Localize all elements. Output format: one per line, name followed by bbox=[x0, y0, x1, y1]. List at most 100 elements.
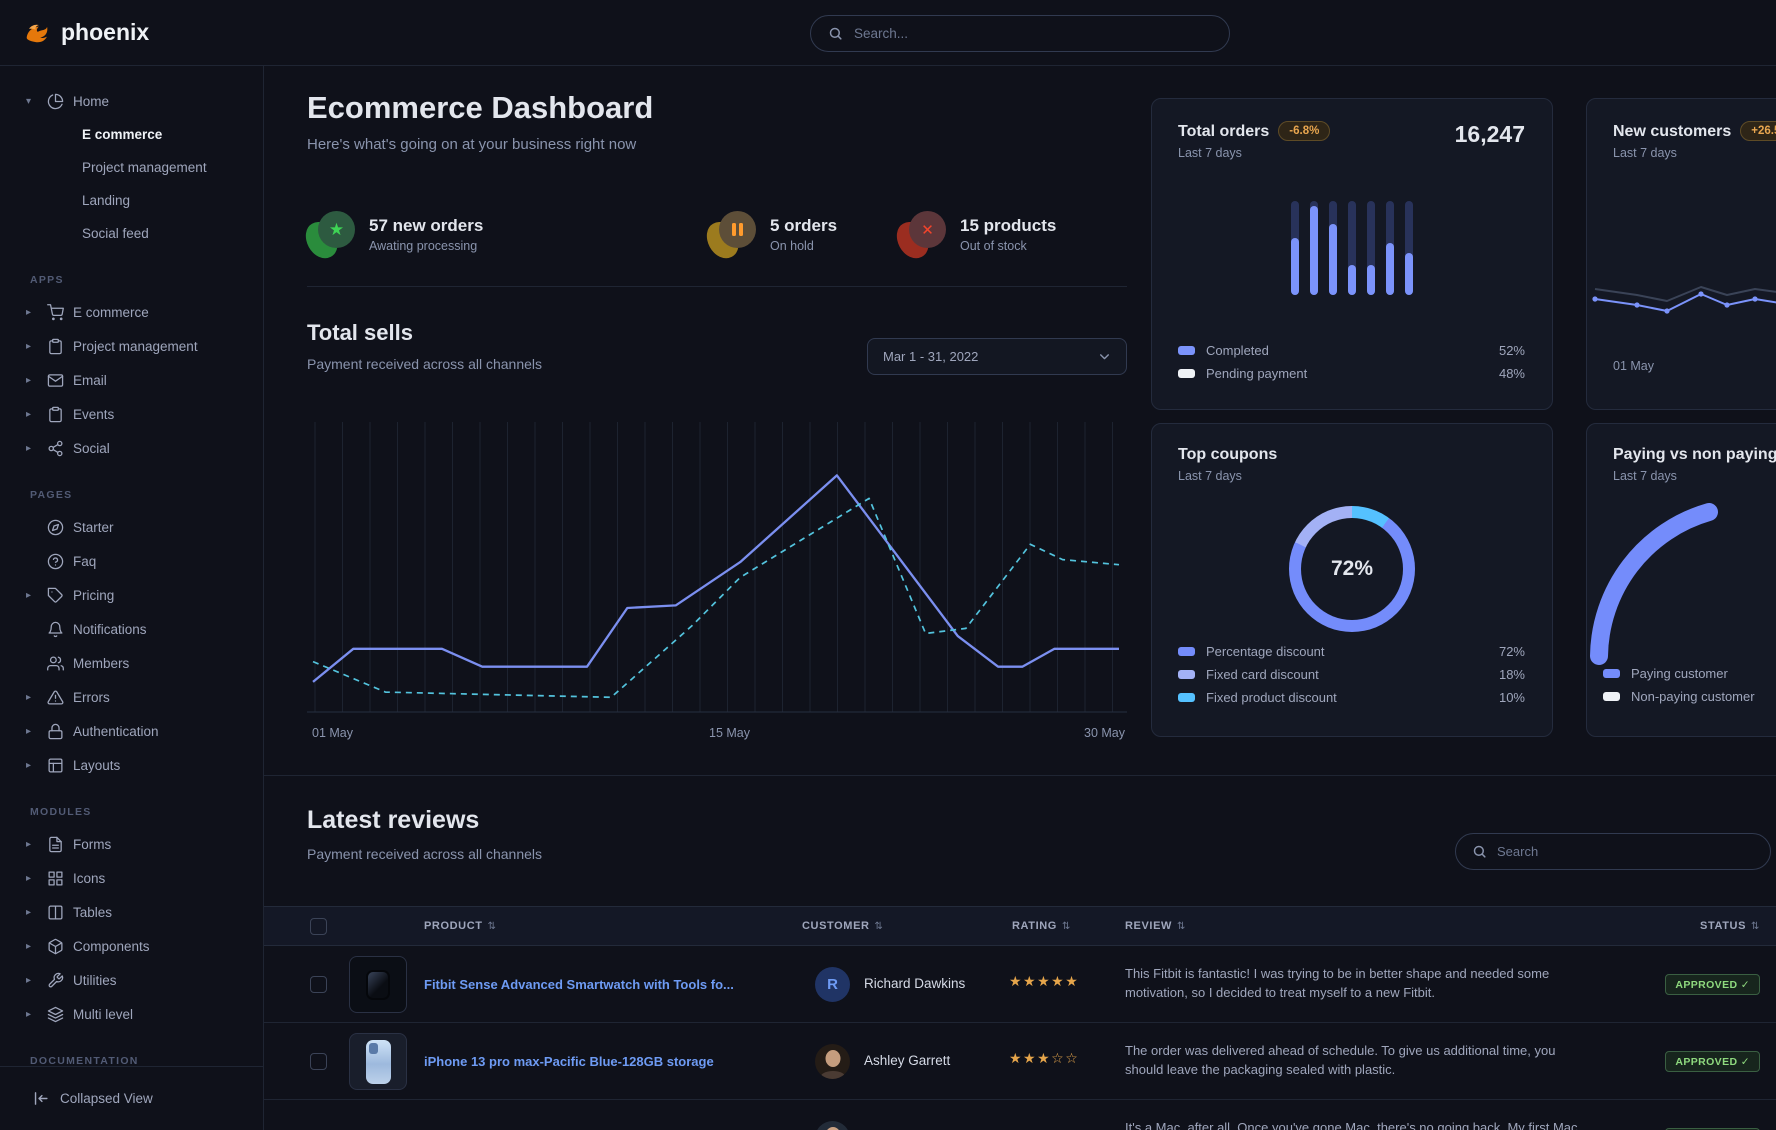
new-customers-period: Last 7 days bbox=[1613, 146, 1677, 160]
status-badge: APPROVED ✓ bbox=[1665, 974, 1760, 995]
legend-swatch bbox=[1178, 369, 1195, 378]
clipboard-icon bbox=[47, 406, 64, 423]
sidebar-item-project-management[interactable]: ▸ Project management bbox=[26, 338, 198, 354]
cart-icon bbox=[47, 303, 64, 321]
sidebar-item-e-commerce[interactable]: ▸ E commerce bbox=[26, 303, 149, 321]
sidebar-item-layouts[interactable]: ▸ Layouts bbox=[26, 757, 121, 773]
paying-vs-nonpaying-card: Paying vs non paying Last 7 days Paying … bbox=[1586, 423, 1776, 737]
caret-right-icon: ▸ bbox=[26, 691, 32, 703]
search-icon bbox=[828, 26, 843, 41]
sidebar-item-notifications[interactable]: Notifications bbox=[0, 612, 263, 646]
select-all-checkbox[interactable] bbox=[310, 918, 327, 935]
pie-chart-icon bbox=[47, 93, 64, 110]
stat-out-of-stock: ✕ 15 products Out of stock bbox=[890, 206, 1056, 264]
legend-item: Percentage discount 72% bbox=[1178, 640, 1525, 663]
date-range-select[interactable]: Mar 1 - 31, 2022 bbox=[867, 338, 1127, 375]
sidebar-item-social-feed[interactable]: Social feed bbox=[82, 226, 149, 241]
column-header-product[interactable]: PRODUCT ⇅ bbox=[424, 920, 497, 932]
page-subtitle: Here's what's going on at your business … bbox=[307, 136, 637, 153]
x-axis-label-start: 01 May bbox=[312, 726, 353, 740]
table-row: iPhone 13 pro max-Pacific Blue-128GB sto… bbox=[264, 1023, 1776, 1100]
top-coupons-legend: Percentage discount 72% Fixed card discoun… bbox=[1178, 640, 1525, 709]
sidebar-item-members[interactable]: Members bbox=[0, 646, 263, 680]
customer-avatar[interactable] bbox=[815, 1121, 850, 1130]
order-bar bbox=[1348, 201, 1356, 295]
caret-down-icon: ▾ bbox=[26, 95, 32, 107]
legend-item: Fixed product discount 10% bbox=[1178, 686, 1525, 709]
caret-right-icon: ▸ bbox=[26, 725, 32, 737]
column-header-review[interactable]: REVIEW ⇅ bbox=[1125, 920, 1186, 932]
reviews-divider bbox=[264, 775, 1776, 776]
collapse-sidebar-label: Collapsed View bbox=[60, 1091, 153, 1106]
column-header-status[interactable]: STATUS ⇅ bbox=[1700, 920, 1760, 932]
sidebar-item-pricing[interactable]: ▸ Pricing bbox=[26, 587, 115, 603]
top-navbar: phoenix Search... bbox=[0, 0, 1776, 66]
product-link[interactable]: Fitbit Sense Advanced Smartwatch with To… bbox=[424, 977, 734, 992]
sidebar-item-email[interactable]: ▸ Email bbox=[26, 372, 107, 388]
sidebar-item-faq[interactable]: Faq bbox=[0, 544, 263, 578]
legend-swatch bbox=[1178, 346, 1195, 355]
top-coupons-center-value: 72% bbox=[1330, 557, 1374, 580]
columns-icon bbox=[47, 904, 64, 921]
sidebar-item-utilities[interactable]: ▸ Utilities bbox=[26, 972, 117, 989]
sidebar-item-e-commerce[interactable]: E commerce bbox=[82, 127, 163, 142]
sidebar-item-components[interactable]: ▸ Components bbox=[26, 938, 150, 954]
sidebar-section-label: DOCUMENTATION bbox=[30, 1055, 139, 1067]
sidebar-item-forms[interactable]: ▸ Forms bbox=[26, 836, 112, 853]
total-orders-legend: Completed 52% Pending payment 48% bbox=[1178, 339, 1525, 385]
legend-swatch bbox=[1178, 670, 1195, 679]
reviews-search-input[interactable]: Search bbox=[1455, 833, 1771, 870]
sidebar-item-social[interactable]: ▸ Social bbox=[26, 440, 110, 456]
sidebar-item-multi-level[interactable]: ▸ Multi level bbox=[26, 1006, 134, 1022]
x-axis-label-end: 30 May bbox=[1084, 726, 1125, 740]
sidebar-item-errors[interactable]: ▸ Errors bbox=[26, 689, 110, 706]
brand-logo[interactable]: phoenix bbox=[22, 18, 149, 48]
top-coupons-card: Top coupons Last 7 days 72% Percentage d… bbox=[1151, 423, 1553, 737]
caret-right-icon: ▸ bbox=[26, 872, 32, 884]
sidebar-item-starter[interactable]: Starter bbox=[0, 510, 263, 544]
new-customers-x-label: 01 May bbox=[1613, 359, 1654, 373]
product-link[interactable]: iPhone 13 pro max-Pacific Blue-128GB sto… bbox=[424, 1054, 714, 1069]
sidebar: ▾ Home E commerce Project management Landing… bbox=[0, 66, 264, 1130]
sidebar-item-icons[interactable]: ▸ Icons bbox=[26, 870, 106, 886]
legend-item: Paying customer bbox=[1603, 662, 1776, 685]
legend-value: 52% bbox=[1498, 343, 1525, 358]
latest-reviews-title: Latest reviews bbox=[307, 806, 480, 834]
global-search-input[interactable]: Search... bbox=[810, 15, 1230, 52]
page-title: Ecommerce Dashboard bbox=[307, 90, 654, 125]
alert-icon bbox=[47, 689, 64, 706]
stat-value: 57 new orders bbox=[369, 215, 484, 235]
legend-label: Paying customer bbox=[1631, 666, 1728, 681]
customer-avatar[interactable] bbox=[815, 1044, 850, 1079]
customer-name: Ashley Garrett bbox=[864, 1053, 951, 1068]
sidebar-item-tables[interactable]: ▸ Tables bbox=[26, 904, 113, 921]
sort-icon: ⇅ bbox=[487, 921, 497, 932]
total-sells-chart bbox=[307, 422, 1127, 713]
order-bar bbox=[1329, 201, 1337, 295]
file-icon bbox=[47, 836, 64, 853]
legend-item: Completed 52% bbox=[1178, 339, 1525, 362]
row-checkbox[interactable] bbox=[310, 1053, 327, 1070]
total-orders-bar-chart bbox=[1291, 201, 1413, 295]
legend-swatch bbox=[1178, 693, 1195, 702]
sidebar-item-project-management[interactable]: Project management bbox=[82, 160, 207, 175]
latest-reviews-subtitle: Payment received across all channels bbox=[307, 846, 543, 862]
sidebar-item-events[interactable]: ▸ Events bbox=[26, 406, 115, 423]
paying-gauge-chart bbox=[1590, 503, 1718, 665]
legend-swatch bbox=[1603, 669, 1620, 678]
caret-right-icon: ▸ bbox=[26, 974, 32, 986]
help-icon bbox=[47, 553, 64, 570]
caret-right-icon: ▸ bbox=[26, 374, 32, 386]
customer-avatar[interactable]: R bbox=[815, 967, 850, 1002]
sidebar-item-landing[interactable]: Landing bbox=[82, 193, 131, 208]
product-thumbnail-iphone[interactable] bbox=[349, 1033, 407, 1090]
stat-awating-processing: ★ 57 new orders Awating processing bbox=[299, 206, 484, 264]
product-thumbnail-watch[interactable] bbox=[349, 956, 407, 1013]
row-checkbox[interactable] bbox=[310, 976, 327, 993]
column-header-rating[interactable]: RATING ⇅ bbox=[1012, 920, 1071, 932]
wrench-icon bbox=[47, 972, 64, 989]
sidebar-item-authentication[interactable]: ▸ Authentication bbox=[26, 723, 159, 739]
column-header-customer[interactable]: CUSTOMER ⇅ bbox=[802, 920, 884, 932]
collapse-sidebar-button[interactable]: Collapsed View bbox=[0, 1066, 263, 1130]
sidebar-item-home[interactable]: ▾ Home bbox=[26, 93, 110, 110]
